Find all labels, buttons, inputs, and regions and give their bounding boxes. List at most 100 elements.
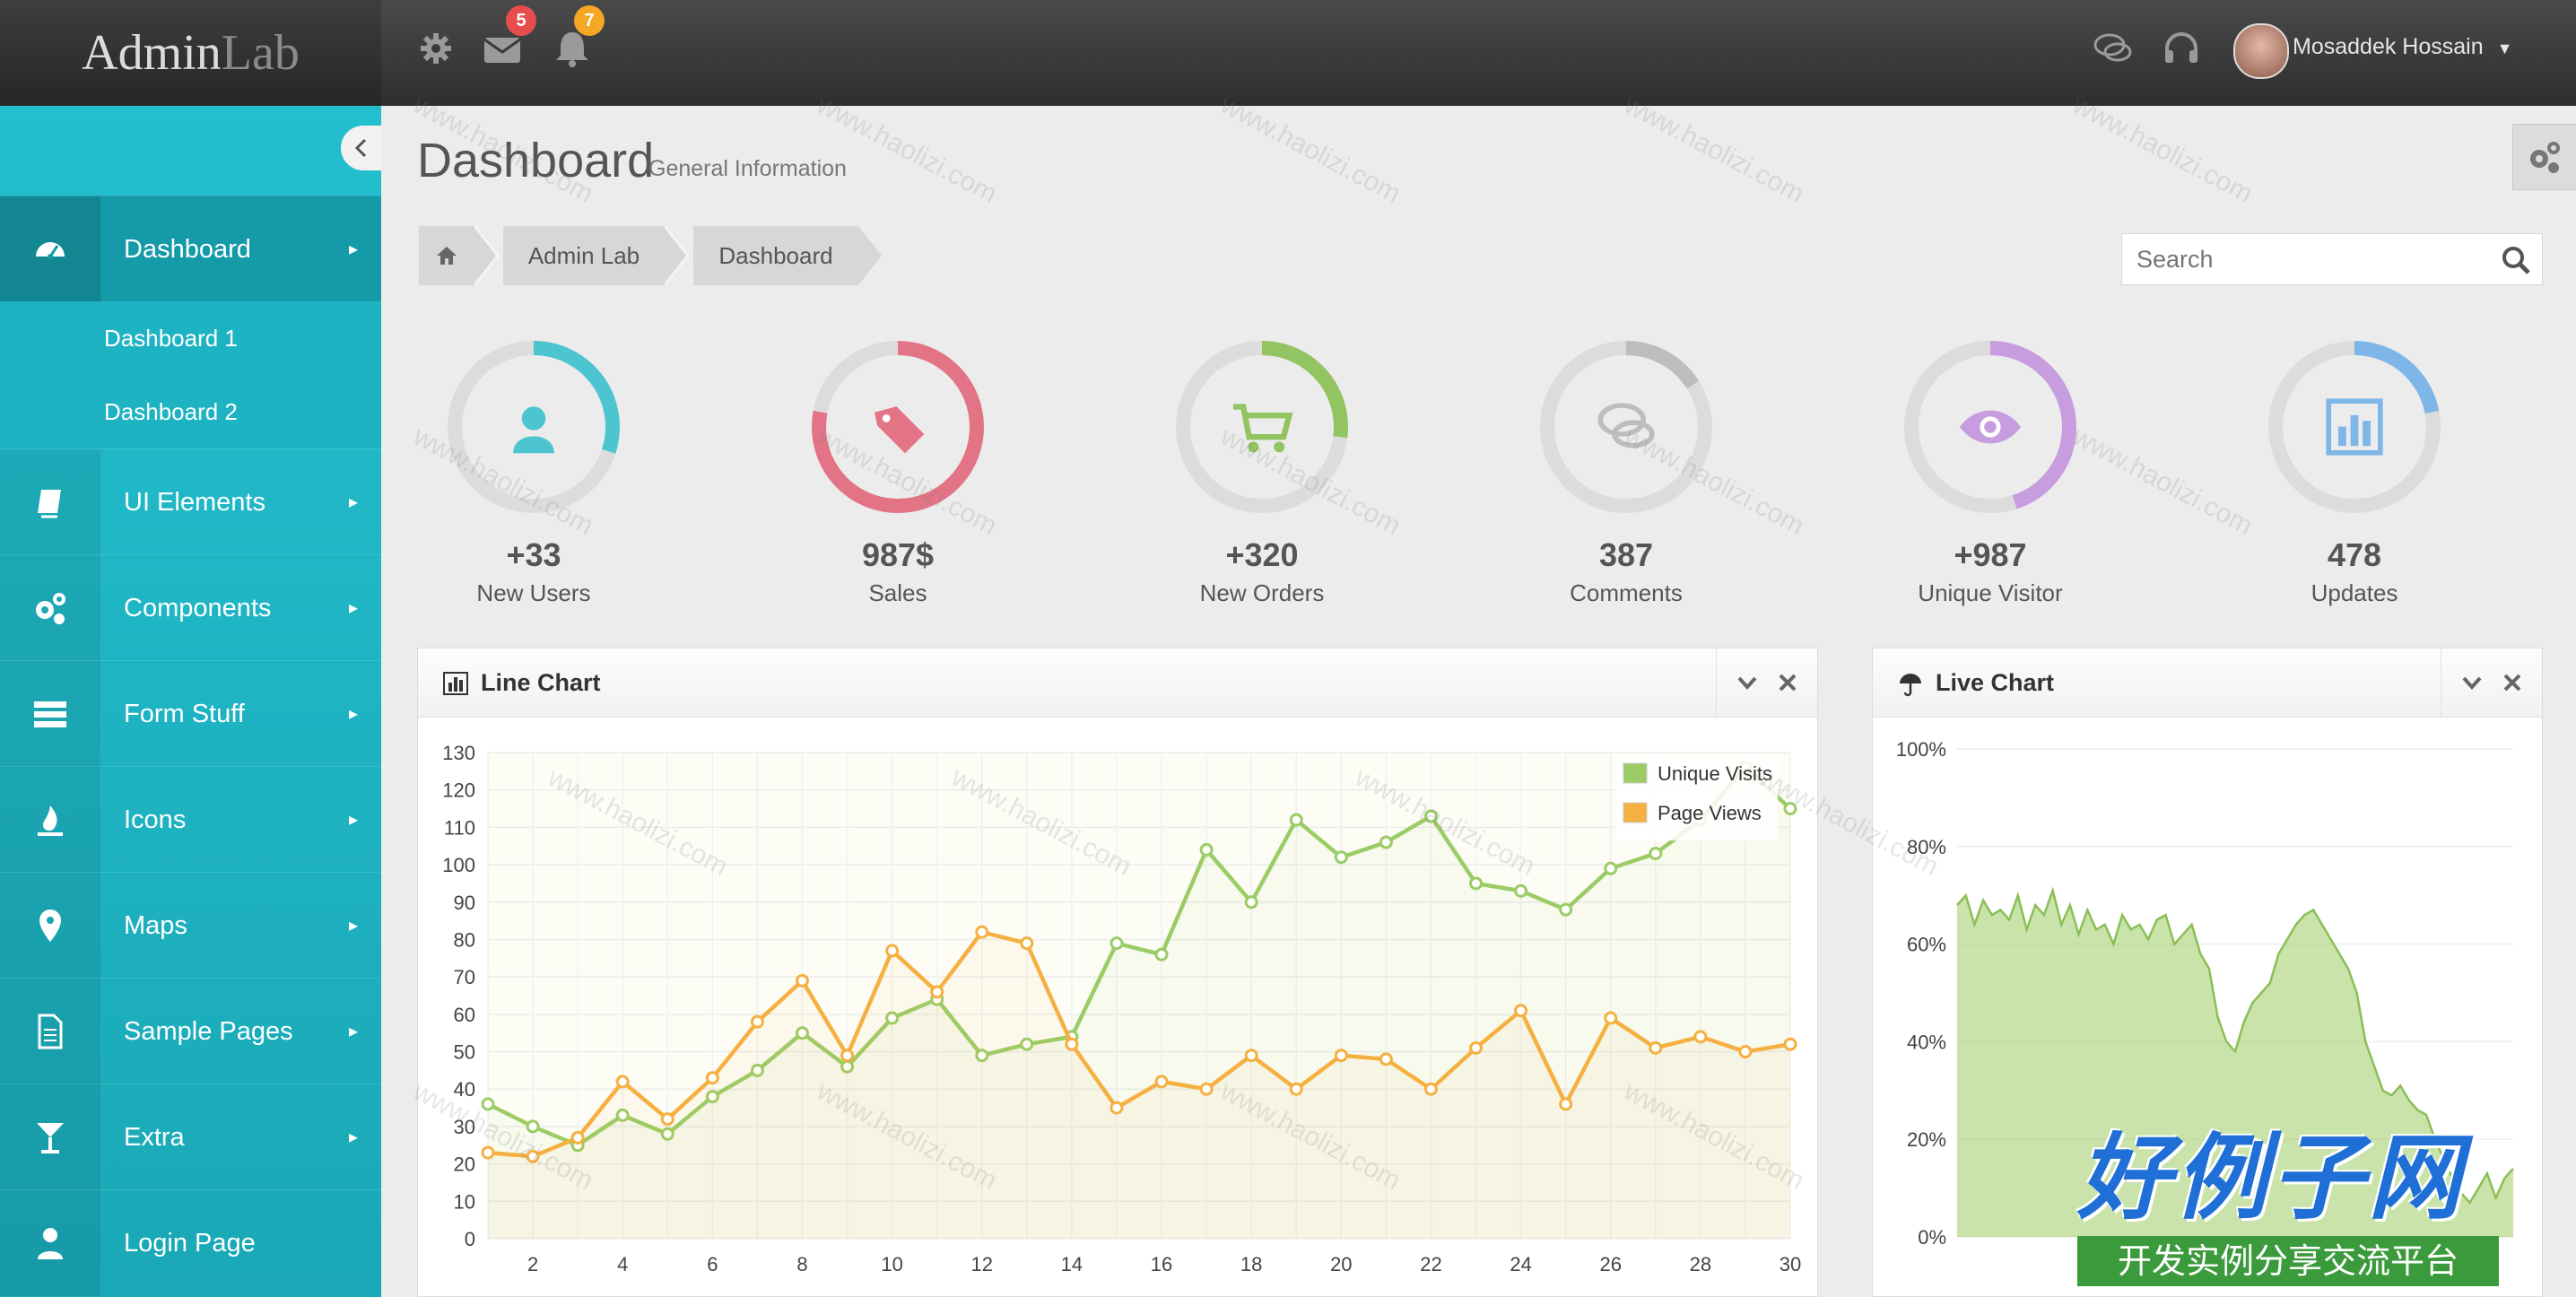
chat-icon[interactable] — [2090, 25, 2137, 72]
close-icon[interactable] — [2501, 670, 2524, 695]
x-tick-label: 30 — [1780, 1253, 1801, 1275]
sidebar-item-icons[interactable]: Icons ▸ — [0, 766, 381, 873]
sidebar-item-label: Dashboard — [124, 235, 251, 264]
sidebar-item-label: Maps — [124, 911, 187, 940]
data-point — [1693, 1030, 1708, 1044]
chevron-right-icon: ▸ — [348, 704, 358, 724]
legend-swatch — [1623, 762, 1648, 784]
sidebar-item-dashboard[interactable]: Dashboard ▸ — [0, 196, 381, 302]
stat-ring — [442, 335, 625, 518]
sidebar: Dashboard ▸ Dashboard 1 Dashboard 2 UI E… — [0, 106, 382, 1297]
y-tick-label: 40% — [1907, 1031, 1946, 1053]
stat-value: 387 — [1598, 536, 1654, 573]
data-point — [1783, 802, 1797, 816]
x-tick-label: 14 — [1061, 1253, 1083, 1275]
sidebar-item-login-page[interactable]: Login Page — [0, 1189, 381, 1296]
shopping-cart-icon — [1233, 404, 1293, 453]
data-point — [1199, 842, 1214, 857]
panel-tools — [1716, 648, 1817, 717]
mail-icon[interactable] — [479, 25, 526, 72]
data-point — [1514, 884, 1528, 898]
x-tick-label: 26 — [1599, 1253, 1621, 1275]
eye-icon — [1959, 410, 2022, 444]
x-tick-label: 22 — [1420, 1253, 1441, 1275]
logo[interactable]: Admin Lab — [0, 0, 381, 106]
breadcrumb-item-dashboard[interactable]: Dashboard — [693, 226, 858, 285]
data-point — [1649, 847, 1663, 861]
y-tick-label: 20 — [454, 1153, 475, 1176]
stat-value: +987 — [1954, 536, 2027, 573]
sidebar-item-ui-elements[interactable]: UI Elements ▸ — [0, 448, 381, 555]
tasks-icon — [0, 661, 100, 767]
breadcrumb-item-admin-lab[interactable]: Admin Lab — [503, 226, 665, 285]
user-avatar[interactable] — [2233, 23, 2289, 79]
page-title: Dashboard — [417, 134, 655, 187]
y-tick-label: 20% — [1907, 1128, 1946, 1151]
chevron-right-icon: ▸ — [348, 239, 358, 259]
breadcrumb-divider — [474, 226, 500, 285]
data-point — [526, 1119, 540, 1134]
data-point — [660, 1127, 674, 1141]
sidebar-item-form-stuff[interactable]: Form Stuff ▸ — [0, 660, 381, 767]
data-point — [1065, 1037, 1079, 1051]
stat-sales: 987$ Sales — [781, 335, 1014, 607]
stat-value: 987$ — [861, 536, 935, 573]
bar-chart-icon — [2326, 398, 2383, 456]
stat-ring — [1171, 335, 1353, 518]
search-icon[interactable] — [2501, 245, 2531, 280]
stat-comments: 387 Comments — [1510, 335, 1743, 607]
sidebar-item-maps[interactable]: Maps ▸ — [0, 872, 381, 979]
data-point — [885, 944, 900, 958]
chevron-right-icon: ▸ — [348, 916, 358, 936]
sidebar-item-sample-pages[interactable]: Sample Pages ▸ — [0, 978, 381, 1084]
sidebar-item-label: UI Elements — [124, 488, 265, 517]
stat-ring — [1535, 335, 1718, 518]
watermark-logo: 好例子网 开发实例分享交流平台 — [2077, 1119, 2499, 1288]
x-tick-label: 16 — [1151, 1253, 1172, 1275]
search-input[interactable] — [2137, 234, 2486, 284]
logo-accent: Lab — [221, 25, 300, 81]
stat-unique-visitor: +987 Unique Visitor — [1874, 335, 2107, 607]
logo-main: Admin — [82, 25, 222, 81]
panel-title: Live Chart — [1936, 669, 2055, 696]
y-tick-label: 100 — [442, 854, 475, 876]
sidebar-subitem-dashboard-1[interactable]: Dashboard 1 — [0, 301, 381, 375]
breadcrumb-divider — [665, 226, 690, 285]
data-point — [795, 973, 809, 988]
home-icon — [437, 247, 457, 265]
data-point — [1379, 835, 1393, 849]
sidebar-item-components[interactable]: Components ▸ — [0, 554, 381, 661]
y-tick-label: 80% — [1907, 836, 1946, 858]
sidebar-item-label: Extra — [124, 1123, 185, 1152]
chevron-down-icon[interactable] — [2459, 670, 2485, 695]
y-tick-label: 50 — [454, 1041, 475, 1064]
notification-bell-icon[interactable] — [549, 25, 596, 72]
data-point — [1244, 895, 1258, 910]
sidebar-item-label: Form Stuff — [124, 700, 245, 728]
sidebar-subitem-dashboard-2[interactable]: Dashboard 2 — [0, 375, 381, 448]
data-point — [795, 1026, 809, 1040]
sidebar-item-extra[interactable]: Extra ▸ — [0, 1084, 381, 1190]
close-icon[interactable] — [1776, 670, 1799, 695]
user-name: Mosaddek Hossain — [2293, 34, 2484, 59]
book-icon — [0, 449, 100, 555]
breadcrumb-home[interactable] — [419, 226, 474, 285]
data-point — [570, 1130, 585, 1145]
breadcrumb-divider — [858, 226, 882, 285]
user-menu[interactable]: Mosaddek Hossain ▼ — [2293, 34, 2512, 60]
settings-gear-icon[interactable] — [413, 25, 459, 72]
style-switcher-button[interactable] — [2512, 124, 2576, 190]
sidebar-collapse-button[interactable] — [341, 126, 382, 170]
y-tick-label: 10 — [454, 1190, 475, 1213]
series-line — [1956, 886, 2514, 1206]
stat-ring — [2263, 335, 2446, 518]
data-point — [526, 1149, 540, 1163]
panel-title: Line Chart — [481, 669, 601, 696]
series-line — [487, 929, 1791, 1159]
chevron-down-icon[interactable] — [1735, 670, 1760, 695]
y-tick-label: 90 — [454, 892, 475, 914]
sidebar-item-label: Icons — [124, 805, 187, 834]
headphones-icon[interactable] — [2158, 25, 2205, 72]
data-point — [1423, 1082, 1438, 1096]
data-point — [1110, 1101, 1124, 1115]
